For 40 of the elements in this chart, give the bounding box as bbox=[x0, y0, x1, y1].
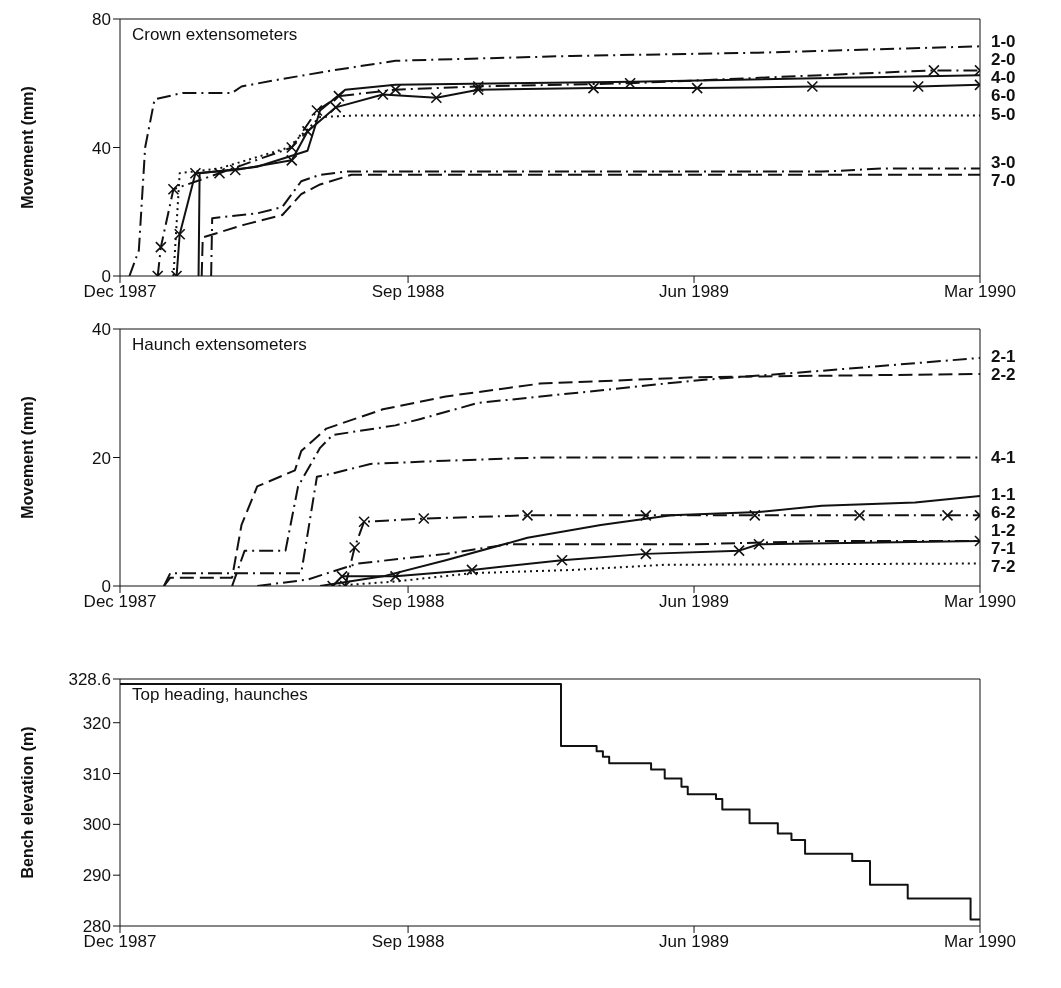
x-tick-label: Jun 1989 bbox=[659, 592, 730, 612]
series-label: 2-1 bbox=[991, 346, 1016, 367]
y-tick-label: 40 bbox=[92, 320, 111, 340]
x-tick-label: Sep 1988 bbox=[371, 932, 445, 952]
y-tick-label: 80 bbox=[92, 10, 111, 30]
x-tick-label: Jun 1989 bbox=[659, 932, 730, 952]
y-axis-title: Bench elevation (m) bbox=[18, 726, 36, 879]
x-tick-label: Sep 1988 bbox=[371, 282, 445, 302]
x-tick-label: Jun 1989 bbox=[659, 282, 730, 302]
x-tick-label: Dec 1987 bbox=[83, 932, 157, 952]
y-tick-label: 300 bbox=[82, 815, 111, 835]
series-label: 1-0 bbox=[991, 32, 1016, 53]
y-tick-label: 310 bbox=[82, 764, 111, 784]
chart-title: Haunch extensometers bbox=[132, 335, 307, 355]
y-tick-label: 328.6 bbox=[68, 670, 111, 690]
y-axis-title: Movement (mm) bbox=[18, 86, 36, 209]
series-label: 7-1 bbox=[991, 539, 1016, 560]
series-label: 6-2 bbox=[991, 503, 1016, 524]
y-tick-label: 20 bbox=[92, 448, 111, 468]
series-label: 7-0 bbox=[991, 170, 1016, 191]
x-tick-label: Mar 1990 bbox=[944, 932, 1016, 952]
series-label: 7-2 bbox=[991, 557, 1016, 578]
y-tick-label: 320 bbox=[82, 713, 111, 733]
series-label: 4-0 bbox=[991, 68, 1016, 89]
series-label: 6-0 bbox=[991, 86, 1016, 107]
series-label: 1-2 bbox=[991, 521, 1016, 542]
series-label: 4-1 bbox=[991, 447, 1016, 468]
series-label: 3-0 bbox=[991, 152, 1016, 173]
x-tick-label: Mar 1990 bbox=[944, 592, 1016, 612]
y-axis-title: Movement (mm) bbox=[18, 396, 36, 519]
x-tick-label: Sep 1988 bbox=[371, 592, 445, 612]
x-tick-label: Mar 1990 bbox=[944, 282, 1016, 302]
y-tick-label: 40 bbox=[92, 138, 111, 158]
y-tick-label: 290 bbox=[82, 866, 111, 886]
chart-title: Top heading, haunches bbox=[132, 685, 308, 705]
series-label: 5-0 bbox=[991, 105, 1016, 126]
series-label: 2-0 bbox=[991, 50, 1016, 71]
chart-title: Crown extensometers bbox=[132, 25, 298, 45]
series-label: 1-1 bbox=[991, 485, 1016, 506]
series-label: 2-2 bbox=[991, 364, 1016, 385]
